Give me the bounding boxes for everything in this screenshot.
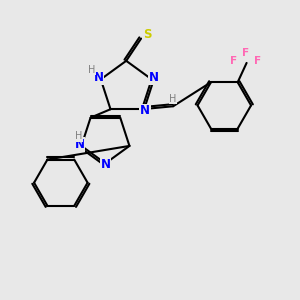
Text: F: F (230, 56, 237, 66)
Text: H: H (75, 131, 83, 141)
Text: N: N (100, 158, 110, 171)
Text: N: N (75, 138, 85, 151)
Text: N: N (140, 104, 150, 117)
Text: S: S (143, 28, 151, 41)
Text: F: F (254, 56, 262, 66)
Text: H: H (88, 65, 96, 75)
Text: N: N (149, 71, 159, 84)
Text: H: H (169, 94, 177, 104)
Text: N: N (93, 71, 103, 84)
Text: F: F (242, 48, 249, 59)
